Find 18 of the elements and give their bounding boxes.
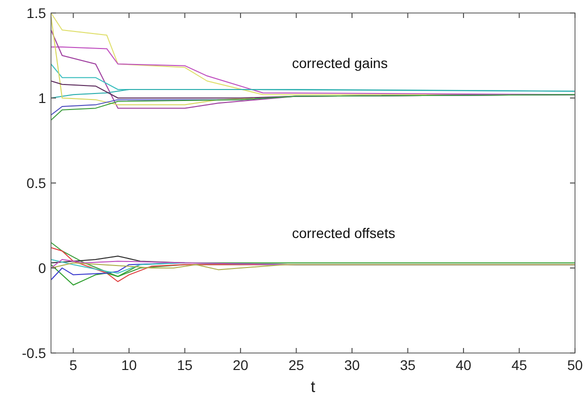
annotation: corrected offsets <box>292 225 396 241</box>
y-tick-label: 0.5 <box>26 174 46 191</box>
y-tick-label: 1 <box>38 90 46 106</box>
x-tick-label: 5 <box>69 357 78 373</box>
y-tick-label: 1.5 <box>26 4 46 21</box>
x-tick-label: 15 <box>177 357 193 373</box>
y-tick-label: 0 <box>38 260 46 276</box>
x-axis-title: t <box>310 379 316 396</box>
x-tick-label: 45 <box>511 357 528 373</box>
x-tick-label: 25 <box>288 357 304 373</box>
x-tick-label: 50 <box>567 357 583 373</box>
y-tick-label: -0.5 <box>22 344 46 361</box>
x-tick-label: 35 <box>400 357 416 373</box>
x-tick-label: 20 <box>232 357 249 373</box>
x-tick-label: 10 <box>121 357 138 373</box>
x-tick-label: 30 <box>344 357 360 373</box>
x-tick-label: 40 <box>456 357 472 373</box>
annotation: corrected gains <box>292 55 388 71</box>
